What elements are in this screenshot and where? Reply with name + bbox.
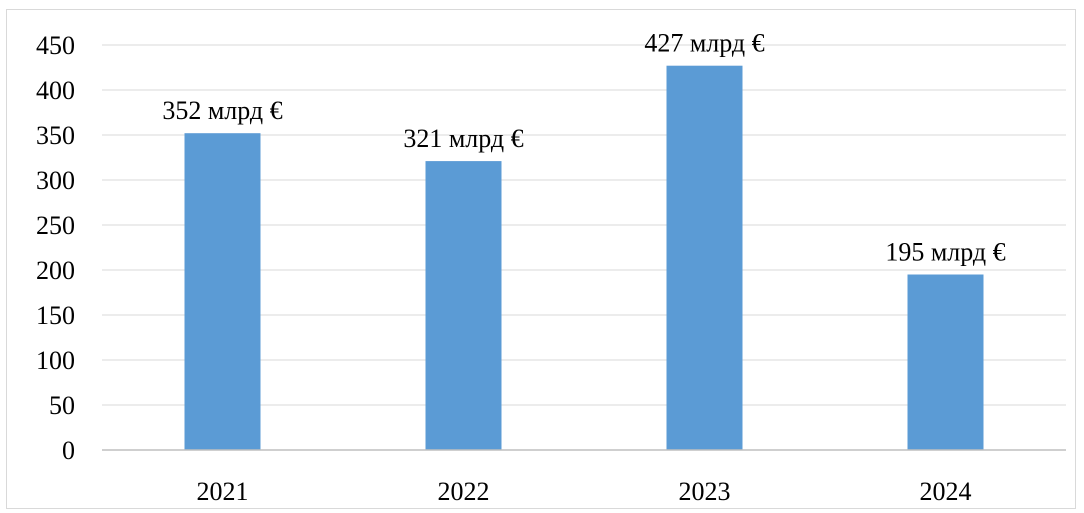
y-tick-label: 400 [36, 76, 75, 105]
data-label: 352 млрд € [162, 96, 282, 125]
y-tick-label: 250 [36, 211, 75, 240]
data-labels: 352 млрд € 321 млрд € 427 млрд € 195 млрд € [162, 29, 1005, 267]
y-tick-label: 50 [49, 391, 75, 420]
data-label: 321 млрд € [403, 124, 523, 153]
bar-2024 [907, 274, 984, 450]
y-tick-label: 150 [36, 301, 75, 330]
y-tick-label: 300 [36, 166, 75, 195]
y-tick-label: 0 [62, 436, 75, 465]
y-tick-label: 100 [36, 346, 75, 375]
x-tick-label: 2022 [438, 477, 490, 506]
x-tick-label: 2023 [679, 477, 731, 506]
bars [184, 65, 984, 450]
y-tick-label: 350 [36, 121, 75, 150]
y-tick-label: 200 [36, 256, 75, 285]
gridlines [102, 44, 1066, 406]
chart-frame [6, 9, 1076, 509]
data-label: 427 млрд € [644, 29, 764, 58]
x-tick-label: 2024 [920, 477, 972, 506]
bar-2022 [425, 161, 502, 450]
x-tick-label: 2021 [197, 477, 249, 506]
y-tick-label: 450 [36, 31, 75, 60]
bar-2021 [184, 133, 261, 450]
x-axis-ticks: 2021 2022 2023 2024 [197, 477, 972, 506]
bar-2023 [666, 65, 743, 450]
data-label: 195 млрд € [885, 238, 1005, 267]
y-axis-ticks: 0 50 100 150 200 250 300 350 400 450 [36, 31, 75, 465]
